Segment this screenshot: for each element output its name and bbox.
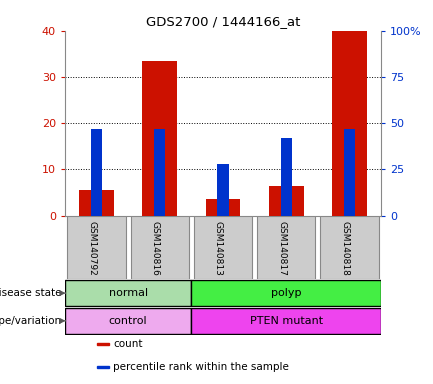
Bar	[65, 280, 191, 306]
Bar	[131, 216, 189, 279]
Bar	[194, 216, 252, 279]
Title: GDS2700 / 1444166_at: GDS2700 / 1444166_at	[146, 15, 300, 28]
Text: control: control	[109, 316, 148, 326]
Bar	[142, 61, 177, 216]
Bar	[97, 366, 109, 368]
Bar	[257, 216, 315, 279]
Bar	[269, 185, 304, 216]
Text: normal: normal	[109, 288, 148, 298]
Text: genotype/variation: genotype/variation	[0, 316, 62, 326]
Bar	[281, 138, 292, 216]
Text: polyp: polyp	[271, 288, 301, 298]
Text: GSM140792: GSM140792	[87, 221, 97, 275]
Bar	[320, 216, 378, 279]
Bar	[191, 308, 381, 334]
Text: GSM140817: GSM140817	[277, 221, 286, 276]
Text: PTEN mutant: PTEN mutant	[250, 316, 323, 326]
Text: GSM140813: GSM140813	[214, 221, 223, 276]
Bar	[217, 164, 229, 216]
Bar	[154, 129, 165, 216]
Bar	[68, 216, 126, 279]
Bar	[97, 343, 109, 345]
Text: count: count	[113, 339, 143, 349]
Bar	[65, 308, 191, 334]
Text: GSM140816: GSM140816	[151, 221, 160, 276]
Bar	[91, 129, 102, 216]
Bar	[206, 199, 240, 216]
Text: percentile rank within the sample: percentile rank within the sample	[113, 362, 289, 372]
Bar	[344, 129, 355, 216]
Text: GSM140818: GSM140818	[340, 221, 349, 276]
Bar	[191, 280, 381, 306]
Text: disease state: disease state	[0, 288, 62, 298]
Bar	[79, 190, 114, 216]
Bar	[332, 31, 367, 216]
